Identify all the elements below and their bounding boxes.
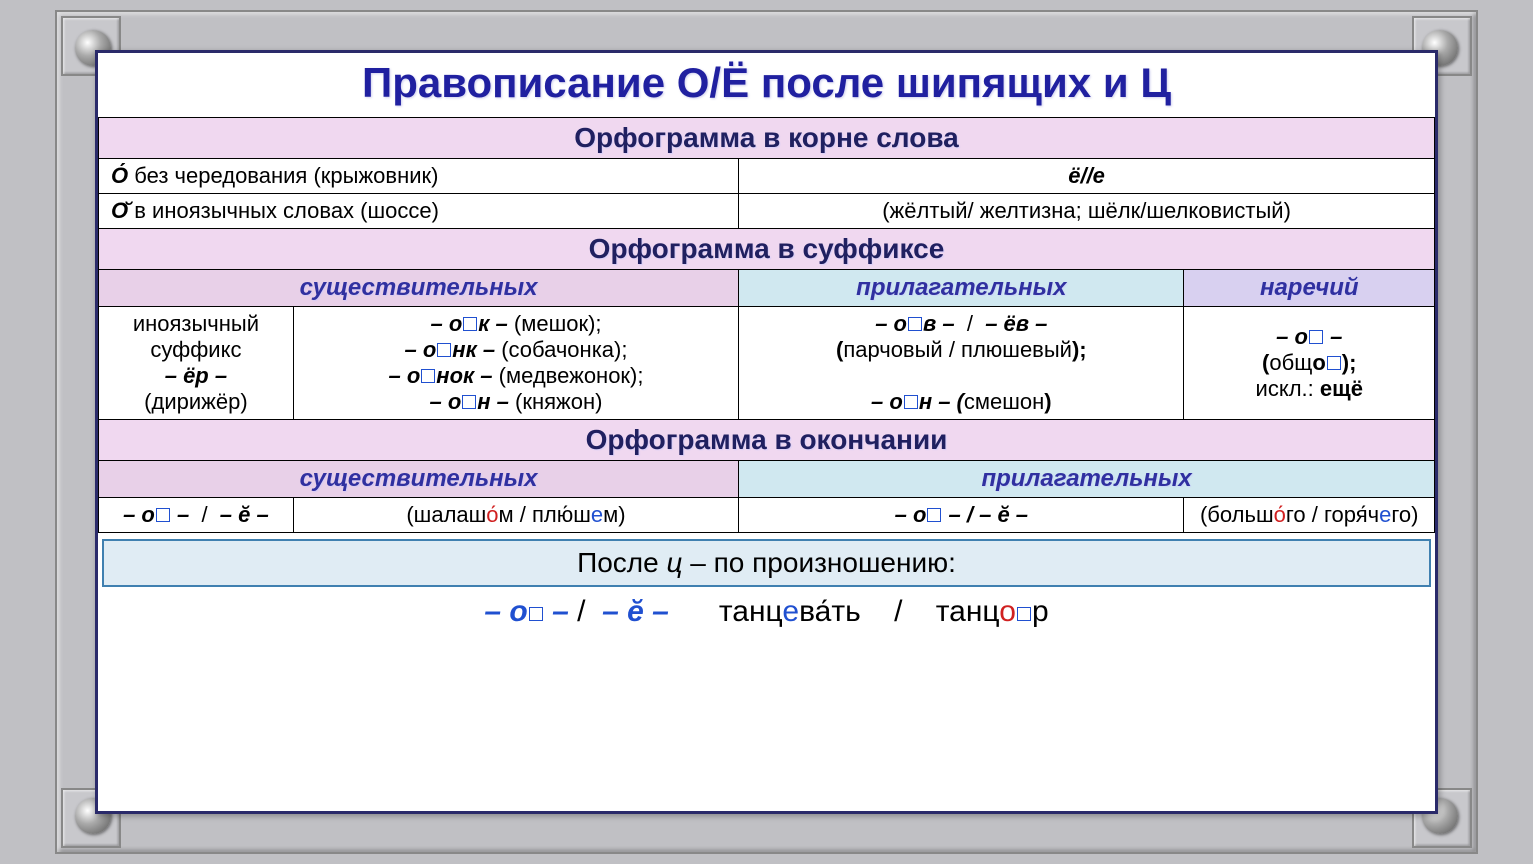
sec2-col-noun: существительных [99, 270, 739, 307]
page-title: Правописание О/Ё после шипящих и Ц [98, 53, 1435, 117]
sec2-noun1: иноязычныйсуффикс– ёр –(дирижёр) [99, 307, 294, 420]
sec2-col-adj: прилагательных [739, 270, 1184, 307]
sec1-right1: ё//е [739, 159, 1435, 194]
section1-header: Орфограмма в корне слова [99, 118, 1435, 159]
sec3-noun-l: – о – / – е – [99, 498, 294, 533]
section4-header: После ц – по произношению: [102, 539, 1431, 587]
sec1-left1: О без чередования (крыжовник) [99, 159, 739, 194]
section3-header: Орфограмма в окончании [99, 420, 1435, 461]
sec2-noun2: – ок – (мешок);– онк – (собачонка);– оно… [293, 307, 738, 420]
sec3-noun-r: (шалашом / плюшем) [293, 498, 738, 533]
sec1-left2: О в иноязычных словах (шоссе) [99, 194, 739, 229]
sec1-right2: (жёлтый/ желтизна; шёлк/шелковистый) [739, 194, 1435, 229]
rules-table: Орфограмма в корне слова О без чередован… [98, 117, 1435, 533]
sec3-col-adj: прилагательных [739, 461, 1435, 498]
section4-row: – о – / – е – танцевать / танцор [102, 587, 1431, 637]
sec2-adj: – ов – / – ёв –(парчовый / плюшевый);– о… [739, 307, 1184, 420]
section2-header: Орфограмма в суффиксе [99, 229, 1435, 270]
sec3-col-noun: существительных [99, 461, 739, 498]
sec2-col-adv: наречий [1184, 270, 1435, 307]
outer-frame: Правописание О/Ё после шипящих и Ц Орфог… [55, 10, 1478, 854]
content-card: Правописание О/Ё после шипящих и Ц Орфог… [95, 50, 1438, 814]
sec2-adv: – о –(общо);искл.: ещё [1184, 307, 1435, 420]
section4-wrap: После ц – по произношению: – о – / – е –… [98, 533, 1435, 637]
sec3-adj-l: – о – / – е – [739, 498, 1184, 533]
sec3-adj-r: (большого / горячего) [1184, 498, 1435, 533]
